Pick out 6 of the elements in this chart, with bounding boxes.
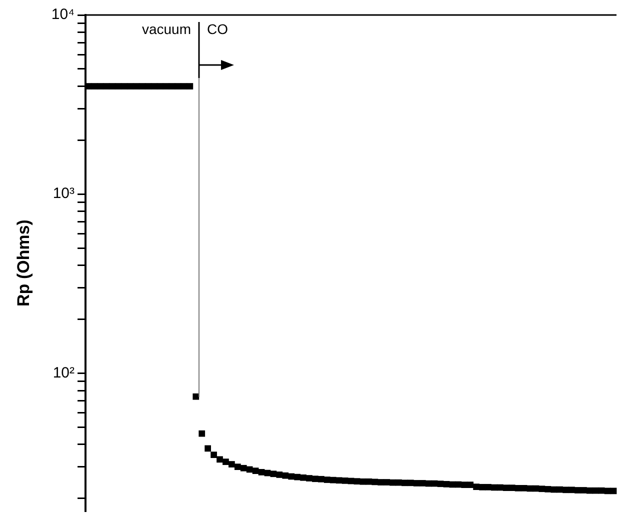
- y-tick-label: 10⁴: [51, 6, 75, 24]
- y-tick-label: 10³: [52, 185, 75, 202]
- annotation: CO: [207, 20, 228, 37]
- y-axis-title: Rp (Ohms): [14, 220, 33, 306]
- y-tick-label: 10²: [52, 364, 75, 382]
- annotation: vacuum: [142, 20, 191, 37]
